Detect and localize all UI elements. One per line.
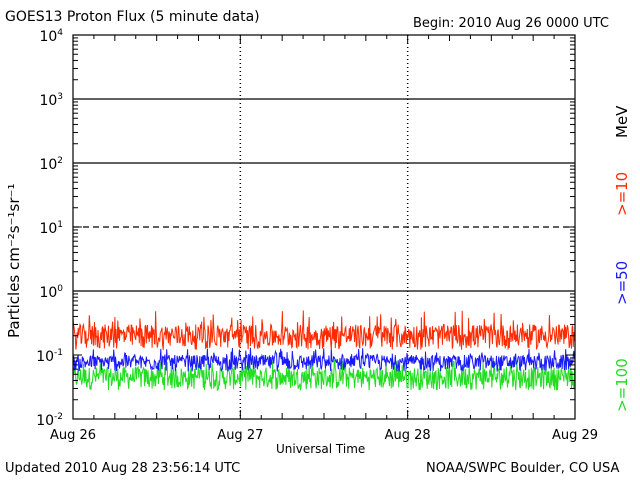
y-tick-label: 104 (39, 28, 63, 45)
y-tick-label: 101 (39, 220, 63, 237)
begin-time-label: Begin: 2010 Aug 26 0000 UTC (413, 16, 609, 31)
y-tick-exponent: 2 (57, 156, 63, 166)
y-tick-exponent: 4 (57, 28, 63, 38)
y-tick-exponent: -2 (54, 412, 63, 422)
footer-credit: NOAA/SWPC Boulder, CO USA (426, 461, 620, 476)
series-line (72, 310, 576, 350)
series-line (72, 359, 576, 392)
legend-series-100: >=100 (613, 358, 631, 412)
y-tick-exponent: -1 (54, 348, 63, 358)
y-tick-base: 10 (36, 349, 54, 365)
x-axis-title: Universal Time (276, 442, 366, 456)
y-tick-exponent: 1 (57, 220, 63, 230)
legend-series-10: >=10 (613, 172, 631, 216)
y-tick-base: 10 (36, 413, 54, 429)
y-tick-base: 10 (39, 221, 57, 237)
y-tick-base: 10 (39, 93, 57, 109)
y-tick-base: 10 (39, 157, 57, 173)
y-axis-title: Particles cm⁻²s⁻¹sr⁻¹ (5, 183, 23, 338)
chart-title: GOES13 Proton Flux (5 minute data) (5, 9, 260, 25)
series-line (72, 347, 576, 372)
y-tick-label: 10-2 (36, 412, 63, 429)
y-tick-exponent: 0 (57, 284, 63, 294)
y-tick-base: 10 (39, 285, 57, 301)
x-tick-label: Aug 28 (385, 428, 431, 443)
legend-series-50: >=50 (613, 261, 631, 305)
y-tick-label: 10-1 (36, 348, 63, 365)
y-tick-exponent: 3 (57, 92, 63, 102)
legend-unit: MeV (613, 105, 631, 138)
y-tick-label: 100 (39, 284, 63, 301)
y-tick-label: 102 (39, 156, 63, 173)
y-tick-label: 103 (39, 92, 63, 109)
y-tick-base: 10 (39, 29, 57, 45)
footer-updated: Updated 2010 Aug 28 23:56:14 UTC (5, 461, 241, 476)
x-tick-label: Aug 26 (50, 428, 96, 443)
x-tick-label: Aug 27 (217, 428, 263, 443)
x-tick-label: Aug 29 (552, 428, 598, 443)
